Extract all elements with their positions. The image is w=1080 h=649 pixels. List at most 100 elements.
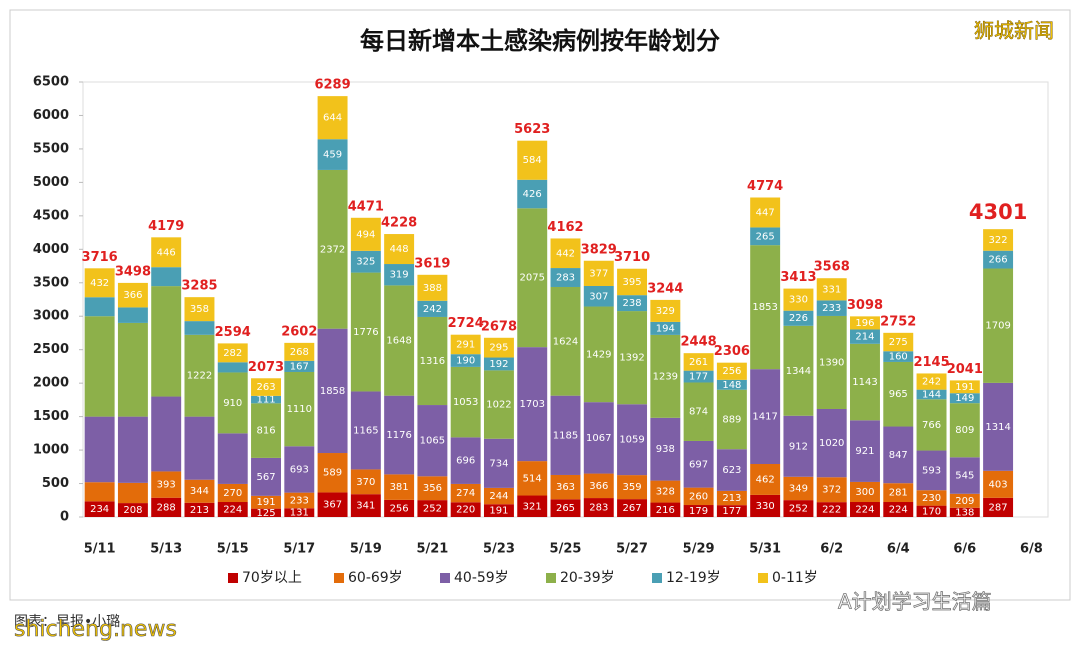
bar-segment	[583, 306, 614, 403]
segment-label: 179	[689, 506, 708, 517]
segment-label: 363	[556, 482, 575, 493]
segment-label: 260	[689, 491, 708, 502]
segment-label: 125	[256, 508, 275, 519]
segment-label: 190	[456, 356, 475, 367]
bar-segment	[384, 499, 415, 517]
segment-label: 1059	[619, 435, 644, 446]
bar-segment	[916, 505, 947, 517]
bar-segment	[750, 369, 781, 464]
segment-label: 224	[855, 505, 874, 516]
segment-label: 1344	[786, 366, 811, 377]
segment-label: 1709	[985, 321, 1010, 332]
segment-label: 377	[589, 268, 608, 279]
segment-label: 252	[423, 504, 442, 515]
bar-segment	[384, 264, 415, 286]
bar-segment	[483, 487, 514, 505]
bar-segment	[850, 502, 880, 517]
total-label: 3619	[414, 256, 450, 271]
bar-segment	[916, 373, 947, 390]
bar-segment	[251, 403, 281, 458]
bar-segment	[517, 140, 548, 180]
segment-label: 426	[523, 189, 542, 200]
x-tick-label: 5/31	[749, 542, 781, 557]
x-tick-label: 6/4	[887, 542, 910, 557]
bar-segment	[384, 285, 415, 396]
total-label: 3498	[115, 264, 151, 279]
segment-label: 584	[523, 155, 542, 166]
segment-label: 1185	[553, 430, 578, 441]
segment-label: 910	[223, 398, 242, 409]
segment-label: 242	[922, 377, 941, 388]
bar-segment	[617, 311, 648, 405]
segment-label: 644	[323, 113, 342, 124]
bar-segment	[184, 334, 215, 417]
bar-segment	[850, 329, 880, 344]
bar-segment	[450, 437, 481, 484]
segment-label: 242	[423, 304, 442, 315]
bar-segment	[949, 380, 980, 394]
bar-segment	[350, 272, 381, 392]
segment-label: 1239	[653, 371, 678, 382]
total-label: 5623	[514, 122, 550, 137]
segment-label: 403	[989, 479, 1008, 490]
segment-label: 216	[656, 505, 675, 516]
segment-label: 167	[290, 361, 309, 372]
legend-swatch	[334, 573, 344, 583]
segment-label: 287	[989, 502, 1008, 513]
segment-label: 567	[256, 472, 275, 483]
segment-label: 1858	[320, 386, 345, 397]
bar-segment	[650, 417, 681, 481]
y-tick-label: 3000	[33, 309, 69, 324]
bar-segment	[850, 316, 880, 330]
segment-label: 366	[123, 290, 142, 301]
total-label: 4774	[747, 179, 783, 194]
total-label: 3710	[614, 250, 650, 265]
bar-segment	[683, 487, 714, 506]
footer-site: shicheng.news	[14, 617, 177, 642]
bar-segment	[583, 498, 614, 517]
segment-label: 366	[589, 481, 608, 492]
bar-segment	[151, 267, 182, 287]
legend-label: 70岁以上	[242, 570, 302, 586]
bar-segment	[783, 415, 814, 477]
segment-label: 233	[822, 303, 841, 314]
x-tick-label: 5/27	[616, 542, 648, 557]
segment-label: 1624	[553, 336, 578, 347]
segment-label: 1316	[420, 356, 445, 367]
bar-segment	[783, 500, 814, 517]
bar-segment	[650, 334, 681, 418]
bar-segment	[716, 505, 747, 517]
total-label: 6289	[314, 78, 350, 93]
y-tick-label: 4500	[33, 208, 69, 223]
bar-segment	[517, 495, 548, 517]
legend-label: 12-19岁	[666, 570, 721, 586]
bar-segment	[284, 492, 315, 509]
source: 图表：早报•小璐	[14, 614, 120, 630]
segment-label: 319	[390, 270, 409, 281]
segment-label: 300	[855, 487, 874, 498]
segment-label: 395	[623, 277, 642, 288]
bar-segment	[850, 481, 880, 503]
bar-segment	[783, 288, 814, 311]
total-label: 3829	[581, 242, 617, 257]
segment-label: 330	[789, 295, 808, 306]
segment-label: 148	[722, 380, 741, 391]
segment-label: 589	[323, 468, 342, 479]
segment-label: 268	[290, 347, 309, 358]
segment-label: 208	[123, 505, 142, 516]
bar-segment	[384, 234, 415, 265]
segment-label: 623	[722, 465, 741, 476]
bar-segment	[151, 497, 182, 517]
bar-segment	[317, 169, 348, 329]
bar-segment	[683, 370, 714, 383]
bar-segment	[650, 480, 681, 503]
segment-label: 261	[689, 357, 708, 368]
bar-segment	[683, 353, 714, 371]
segment-label: 1110	[287, 404, 312, 415]
bar-segment	[783, 325, 814, 416]
segment-label: 131	[290, 508, 309, 519]
total-label: 2594	[215, 325, 251, 340]
legend-label: 40-59岁	[454, 570, 509, 586]
bar-segment	[117, 307, 148, 323]
total-label: 2752	[880, 314, 916, 329]
